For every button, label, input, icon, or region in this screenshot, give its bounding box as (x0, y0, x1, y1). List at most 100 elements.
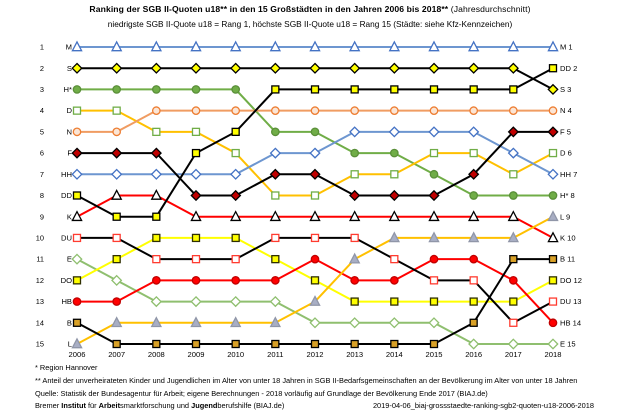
marker-K-2006 (71, 210, 83, 222)
marker-DU-2011 (271, 233, 280, 243)
footnote-definition: ** Anteil der unverheirateten Kinder und… (35, 375, 578, 385)
left-code-K: K (67, 212, 72, 221)
marker-HB-2006 (72, 297, 82, 306)
marker-M-2007 (110, 40, 123, 52)
left-code-M: M (66, 43, 72, 52)
marker-N-2018 (548, 106, 558, 115)
marker-H*-2007 (112, 85, 122, 94)
x-tick-2014: 2014 (386, 350, 403, 359)
marker-N-2016 (469, 106, 479, 115)
x-tick-2018: 2018 (545, 350, 562, 359)
series-line-HB (77, 258, 554, 324)
marker-F-2007 (111, 147, 123, 159)
marker-M-2012 (309, 40, 321, 52)
marker-N-2007 (112, 127, 122, 137)
marker-E-2006 (71, 253, 83, 265)
marker-K-2016 (467, 210, 480, 222)
marker-L-2008 (150, 316, 163, 328)
left-rank-8: 8 (40, 191, 44, 200)
marker-DO-2017 (509, 297, 518, 306)
footnote-credit-segment: Institut (61, 401, 86, 411)
marker-M-2016 (467, 40, 480, 52)
left-rank-5: 5 (40, 127, 44, 136)
marker-DU-2016 (469, 276, 478, 285)
marker-HB-2018 (548, 318, 558, 328)
right-label-L: L 9 (560, 212, 570, 221)
marker-M-2014 (388, 40, 401, 52)
marker-DU-2012 (310, 233, 320, 243)
marker-H*-2008 (151, 85, 161, 94)
marker-DU-2009 (191, 254, 201, 264)
left-code-DO: DO (61, 276, 72, 285)
marker-DU-2018 (548, 297, 558, 306)
marker-HB-2017 (508, 276, 518, 285)
marker-DO-2009 (191, 233, 201, 243)
chart-subtitle: niedrigste SGB II-Quote u18 = Rang 1, hö… (107, 19, 513, 29)
marker-DD-2008 (152, 212, 161, 221)
marker-DU-2006 (72, 233, 82, 243)
marker-M-2011 (269, 40, 282, 52)
marker-DO-2012 (310, 276, 320, 285)
marker-DD-2012 (310, 85, 320, 94)
marker-M-2006 (71, 40, 83, 52)
marker-DO-2016 (469, 297, 478, 306)
marker-DD-2015 (429, 85, 439, 94)
right-label-D: D 6 (560, 149, 572, 158)
marker-D-2013 (350, 170, 359, 179)
right-label-DU: DU 13 (560, 297, 582, 306)
marker-HB-2014 (389, 276, 399, 285)
marker-D-2018 (548, 148, 558, 158)
marker-K-2010 (229, 210, 242, 222)
marker-HH-2016 (468, 126, 480, 138)
x-tick-2015: 2015 (426, 350, 443, 359)
marker-HH-2017 (507, 147, 519, 159)
x-tick-2006: 2006 (69, 350, 86, 359)
marker-DU-2015 (429, 276, 439, 285)
marker-K-2013 (348, 210, 361, 222)
marker-HB-2010 (231, 276, 241, 285)
marker-L-2007 (110, 316, 123, 328)
left-rank-7: 7 (40, 170, 44, 179)
right-label-M: M 1 (560, 43, 573, 52)
file-id: 2019-04-06_biaj-grossstaedte-ranking-sgb… (372, 401, 594, 410)
left-code-E: E (67, 255, 72, 264)
marker-DO-2011 (271, 254, 280, 264)
marker-HH-2018 (547, 168, 559, 180)
marker-S-2007 (111, 62, 123, 74)
marker-HB-2013 (350, 276, 360, 285)
marker-K-2009 (190, 210, 202, 222)
footnote-credit-segment: Bremer (35, 401, 62, 411)
right-label-HH: HH 7 (560, 170, 577, 179)
marker-F-2008 (150, 147, 162, 159)
footnote-credit-segment: smarktforschung und (120, 401, 192, 411)
footnote-credit-segment: Arbeit (98, 401, 121, 411)
marker-L-2017 (507, 231, 520, 243)
marker-L-2011 (269, 316, 282, 328)
marker-DO-2018 (548, 276, 558, 285)
marker-HH-2006 (71, 168, 83, 180)
marker-DD-2006 (72, 191, 82, 200)
x-tick-2011: 2011 (267, 350, 283, 359)
marker-H*-2014 (389, 148, 399, 158)
left-rank-12: 12 (36, 276, 44, 285)
marker-DU-2008 (152, 254, 161, 264)
marker-B-2017 (509, 254, 518, 264)
marker-F-2017 (507, 126, 519, 138)
marker-S-2012 (309, 62, 321, 74)
marker-D-2016 (469, 148, 478, 158)
marker-DO-2013 (350, 297, 359, 306)
marker-F-2009 (190, 189, 202, 202)
marker-E-2017 (507, 338, 519, 350)
marker-N-2013 (350, 106, 360, 115)
marker-E-2012 (309, 317, 321, 329)
marker-E-2008 (150, 295, 162, 308)
left-code-D: D (67, 106, 73, 115)
right-label-N: N 4 (560, 106, 572, 115)
marker-DO-2015 (429, 297, 439, 306)
marker-L-2009 (190, 316, 202, 328)
marker-H*-2015 (429, 169, 439, 179)
marker-DD-2018 (548, 64, 558, 73)
marker-H*-2018 (548, 191, 558, 200)
series-line-F (77, 130, 553, 197)
